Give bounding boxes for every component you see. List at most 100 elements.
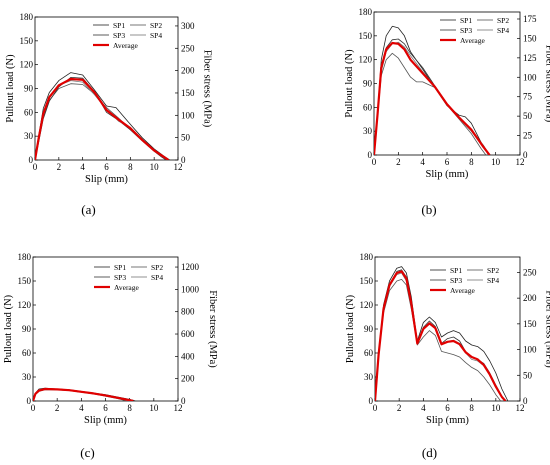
chart-panel-2: 0 2 4 6 8 10 120306090120150180025507510012515… — [344, 7, 550, 217]
y2-tick-label: 800 — [181, 307, 195, 317]
y2-tick-label: 1200 — [181, 262, 200, 272]
legend-label: SP3 — [450, 276, 462, 285]
legend-label: Average — [460, 36, 486, 45]
y-tick-label: 180 — [360, 252, 374, 262]
y-tick-label: 150 — [359, 31, 373, 41]
legend-label: SP2 — [497, 16, 509, 25]
y-tick-label: 180 — [20, 12, 34, 22]
y2-tick-label: 0 — [523, 396, 528, 406]
x-tick-label: 10 — [491, 403, 501, 413]
x-tick-label: 2 — [396, 157, 401, 167]
y2-tick-label: 100 — [523, 345, 537, 355]
legend-label: SP3 — [460, 26, 472, 35]
x-tick-label: 6 — [104, 162, 109, 172]
x-tick-label: 6 — [445, 157, 450, 167]
series-line-average — [375, 270, 507, 401]
y2-tick-label: 1000 — [181, 284, 200, 294]
x-tick-label: 4 — [80, 162, 85, 172]
y-tick-label: 30 — [24, 131, 34, 141]
x-axis-title: Slip (mm) — [84, 415, 127, 426]
x-tick-label: 12 — [174, 403, 183, 413]
y2-tick-label: 50 — [523, 370, 533, 380]
y-tick-label: 150 — [18, 276, 32, 286]
y2-axis-title: Fiber stress (MPa) — [202, 50, 213, 128]
y-tick-label: 0 — [27, 396, 32, 406]
series-group — [33, 387, 136, 401]
legend-label: SP4 — [487, 276, 499, 285]
y-tick-label: 30 — [22, 372, 32, 382]
y-axis-title: Pullout load (N) — [3, 294, 14, 363]
x-tick-label: 6 — [103, 403, 108, 413]
series-line-sp2 — [374, 52, 487, 155]
y2-tick-label: 0 — [181, 155, 186, 165]
y2-tick-label: 50 — [181, 133, 191, 143]
y2-tick-label: 600 — [181, 329, 195, 339]
legend-label: SP1 — [113, 21, 125, 30]
x-tick-label: 6 — [445, 403, 450, 413]
legend-label: Average — [450, 286, 476, 295]
series-line-average — [33, 387, 134, 401]
x-tick-label: 0 — [33, 162, 38, 172]
series-line-average — [35, 77, 170, 160]
y-tick-label: 60 — [363, 102, 373, 112]
legend-label: Average — [114, 283, 140, 292]
y-tick-label: 90 — [363, 79, 373, 89]
y-tick-label: 180 — [359, 7, 373, 17]
x-tick-label: 10 — [491, 157, 501, 167]
legend-label: SP2 — [150, 21, 162, 30]
x-axis-title: Slip (mm) — [426, 169, 469, 180]
x-tick-label: 4 — [421, 403, 426, 413]
y2-tick-label: 50 — [523, 111, 533, 121]
y-tick-label: 120 — [18, 300, 32, 310]
y-tick-label: 60 — [22, 348, 32, 358]
y2-tick-label: 125 — [523, 53, 537, 63]
legend: SP1 SP2 SP3 SP4 Average — [93, 21, 162, 50]
x-tick-label: 8 — [128, 162, 133, 172]
y2-tick-label: 200 — [523, 293, 537, 303]
legend-label: Average — [113, 41, 139, 50]
chart-panel-3: 0 2 4 6 8 10 120306090120150180020040060080010… — [3, 252, 218, 460]
x-tick-label: 8 — [127, 403, 132, 413]
y-tick-label: 150 — [360, 276, 374, 286]
legend-label: SP1 — [450, 266, 462, 275]
x-tick-label: 12 — [516, 157, 525, 167]
legend-label: SP3 — [114, 273, 126, 282]
x-tick-label: 4 — [79, 403, 84, 413]
legend-label: SP2 — [151, 263, 163, 272]
x-tick-label: 0 — [372, 157, 377, 167]
y2-tick-label: 150 — [523, 33, 537, 43]
legend-label: SP4 — [151, 273, 163, 282]
chart-panel-1: 0 2 4 6 8 10 120306090120150180050100150200250… — [5, 12, 213, 217]
legend: SP1 SP2 SP3 SP4 Average — [430, 266, 499, 295]
series-line-sp2 — [35, 83, 169, 160]
y-tick-label: 120 — [20, 60, 34, 70]
y-tick-label: 120 — [360, 300, 374, 310]
legend-label: SP4 — [497, 26, 509, 35]
x-tick-label: 2 — [397, 403, 402, 413]
y2-tick-label: 100 — [181, 110, 195, 120]
legend-label: SP3 — [113, 31, 125, 40]
x-tick-label: 0 — [373, 403, 378, 413]
y-tick-label: 0 — [29, 155, 34, 165]
y-tick-label: 150 — [20, 36, 34, 46]
y-tick-label: 90 — [22, 324, 32, 334]
series-line-sp1 — [375, 266, 509, 401]
y2-tick-label: 250 — [181, 43, 195, 53]
y-tick-label: 60 — [364, 348, 374, 358]
y2-axis-title: Fiber stress (MPa) — [207, 290, 218, 368]
y2-tick-label: 200 — [181, 374, 195, 384]
y2-tick-label: 150 — [523, 319, 537, 329]
panel-label: (b) — [421, 202, 436, 217]
x-axis-title: Slip (mm) — [85, 174, 128, 185]
y-tick-label: 90 — [364, 324, 374, 334]
x-tick-label: 8 — [469, 403, 474, 413]
x-tick-label: 4 — [420, 157, 425, 167]
series-group — [375, 266, 509, 401]
x-tick-label: 12 — [516, 403, 525, 413]
y-axis-title: Pullout load (N) — [344, 49, 355, 118]
y-tick-label: 0 — [368, 150, 373, 160]
series-line-sp2 — [375, 278, 502, 401]
legend-label: SP1 — [114, 263, 126, 272]
series-line-average — [374, 41, 491, 155]
